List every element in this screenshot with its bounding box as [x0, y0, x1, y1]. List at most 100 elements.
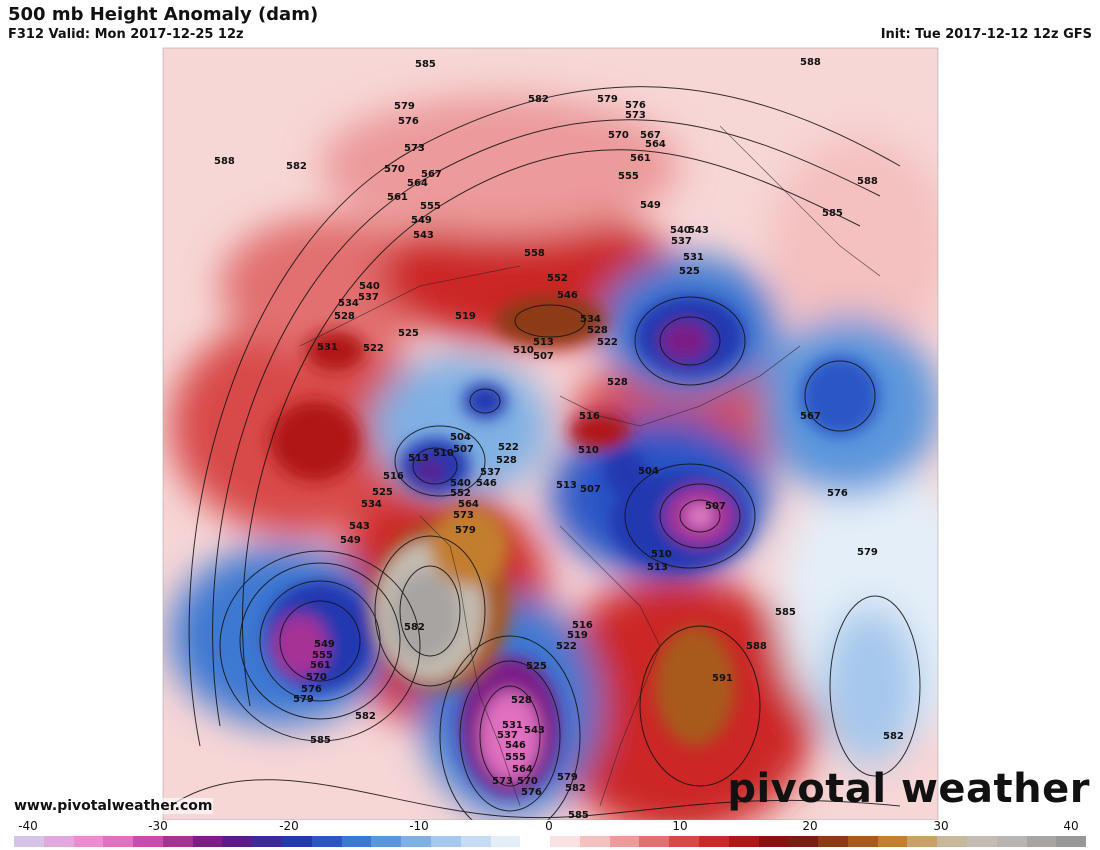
- colorbar-swatch: [222, 836, 253, 847]
- colorbar-swatch: [162, 836, 193, 847]
- svg-text:531: 531: [317, 342, 338, 353]
- colorbar-swatch: [430, 836, 461, 847]
- svg-text:546: 546: [505, 740, 526, 751]
- tick-label: 40: [1063, 819, 1079, 833]
- colorbar-swatch: [550, 836, 580, 847]
- svg-text:516: 516: [579, 411, 600, 422]
- tick-label: 30: [933, 819, 949, 833]
- colorbar-swatch: [490, 836, 521, 847]
- svg-text:570: 570: [608, 130, 629, 141]
- svg-text:507: 507: [453, 444, 474, 455]
- svg-text:588: 588: [746, 641, 767, 652]
- colorbar-swatch: [579, 836, 610, 847]
- svg-text:549: 549: [340, 535, 361, 546]
- svg-text:570: 570: [517, 776, 538, 787]
- svg-text:579: 579: [455, 525, 476, 536]
- website-label[interactable]: www.pivotalweather.com: [14, 798, 213, 814]
- svg-text:558: 558: [524, 248, 545, 259]
- svg-text:564: 564: [458, 499, 479, 510]
- svg-text:549: 549: [411, 215, 432, 226]
- colorbar-swatch: [639, 836, 670, 847]
- svg-text:567: 567: [640, 130, 661, 141]
- colorbar-swatch: [788, 836, 819, 847]
- svg-text:576: 576: [398, 116, 419, 127]
- svg-text:540: 540: [670, 225, 691, 236]
- colorbar-swatch: [14, 836, 44, 847]
- svg-text:516: 516: [383, 471, 404, 482]
- svg-text:579: 579: [293, 694, 314, 705]
- svg-text:519: 519: [567, 630, 588, 641]
- svg-text:582: 582: [404, 622, 425, 633]
- tick-label: 0: [545, 819, 553, 833]
- svg-text:522: 522: [498, 442, 519, 453]
- svg-text:522: 522: [597, 337, 618, 348]
- svg-text:564: 564: [407, 178, 428, 189]
- height-contours: [169, 86, 921, 820]
- colorbar-swatch: [73, 836, 104, 847]
- svg-text:522: 522: [363, 343, 384, 354]
- svg-text:570: 570: [384, 164, 405, 175]
- svg-text:582: 582: [286, 161, 307, 172]
- svg-text:513: 513: [647, 562, 668, 573]
- svg-text:525: 525: [679, 266, 700, 277]
- svg-text:582: 582: [883, 731, 904, 742]
- svg-text:552: 552: [450, 488, 471, 499]
- colorbar-swatch: [937, 836, 967, 847]
- svg-text:582: 582: [355, 711, 376, 722]
- svg-text:525: 525: [398, 328, 419, 339]
- svg-text:582: 582: [565, 783, 586, 794]
- svg-text:588: 588: [800, 57, 821, 68]
- svg-text:579: 579: [557, 772, 578, 783]
- colorbar-ticks: -40 -30 -20 -10 0 10 20 30 40: [0, 819, 1100, 833]
- svg-text:555: 555: [312, 650, 333, 661]
- colorbar-swatch: [728, 836, 759, 847]
- svg-text:528: 528: [607, 377, 628, 388]
- colorbar-swatch: [520, 836, 551, 847]
- tick-label: -10: [409, 819, 429, 833]
- svg-text:522: 522: [556, 641, 577, 652]
- svg-text:528: 528: [511, 695, 532, 706]
- colorbar-swatch: [103, 836, 134, 847]
- svg-text:516: 516: [572, 620, 593, 631]
- svg-text:546: 546: [476, 478, 497, 489]
- svg-text:525: 525: [526, 661, 547, 672]
- svg-text:540: 540: [359, 281, 380, 292]
- tick-label: -20: [279, 819, 299, 833]
- svg-text:537: 537: [671, 236, 692, 247]
- svg-text:585: 585: [775, 607, 796, 618]
- colorbar: [14, 836, 1087, 847]
- colorbar-swatch: [818, 836, 848, 847]
- svg-text:510: 510: [513, 345, 534, 356]
- svg-text:579: 579: [394, 101, 415, 112]
- svg-text:579: 579: [857, 547, 878, 558]
- svg-text:582: 582: [528, 94, 549, 105]
- svg-text:561: 561: [310, 660, 331, 671]
- init-time: Init: Tue 2017-12-12 12z GFS: [880, 27, 1092, 42]
- svg-text:510: 510: [651, 549, 672, 560]
- svg-text:585: 585: [568, 810, 589, 820]
- svg-text:573: 573: [404, 143, 425, 154]
- colorbar-swatch: [758, 836, 789, 847]
- svg-text:507: 507: [533, 351, 554, 362]
- svg-text:555: 555: [618, 171, 639, 182]
- svg-text:531: 531: [683, 252, 704, 263]
- svg-text:519: 519: [455, 311, 476, 322]
- colorbar-swatch: [282, 836, 312, 847]
- colorbar-swatch: [43, 836, 74, 847]
- svg-text:555: 555: [505, 752, 526, 763]
- tick-label: -30: [148, 819, 168, 833]
- svg-text:504: 504: [638, 466, 659, 477]
- svg-text:576: 576: [301, 684, 322, 695]
- svg-text:525: 525: [372, 487, 393, 498]
- tick-label: 10: [672, 819, 688, 833]
- svg-text:591: 591: [712, 673, 733, 684]
- colorbar-swatch: [609, 836, 640, 847]
- coastlines: [299, 125, 881, 807]
- svg-text:585: 585: [415, 59, 436, 70]
- svg-text:543: 543: [688, 225, 709, 236]
- colorbar-swatch: [698, 836, 729, 847]
- svg-text:528: 528: [587, 325, 608, 336]
- colorbar-swatch: [460, 836, 491, 847]
- tick-label: 20: [802, 819, 818, 833]
